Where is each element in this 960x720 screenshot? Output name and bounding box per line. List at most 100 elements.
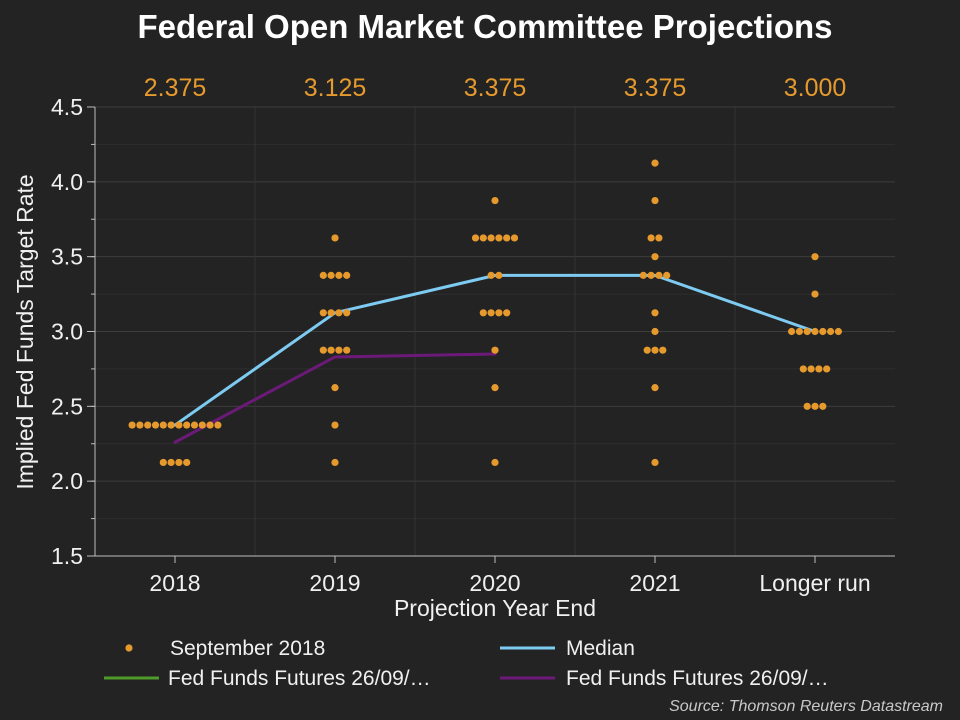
- y-tick-label: 3.5: [51, 244, 83, 270]
- dot-projection: [151, 421, 160, 429]
- chart-title: Federal Open Market Committee Projection…: [137, 8, 832, 45]
- dot-projection: [647, 271, 655, 279]
- dot-projection: [487, 309, 495, 317]
- dot-projection: [206, 421, 214, 429]
- median-value-label: 3.125: [304, 74, 367, 102]
- legend-label-futures-purple: Fed Funds Futures 26/09/…: [566, 667, 829, 690]
- dot-projection: [655, 234, 663, 242]
- series-lines: [173, 273, 817, 444]
- dot-projection: [827, 327, 835, 336]
- legend-dot-marker: [125, 644, 133, 652]
- legend-label-september: September 2018: [170, 637, 325, 660]
- dot-projection: [167, 421, 175, 429]
- dot-projection: [319, 271, 327, 279]
- y-tick-label: 2.5: [51, 393, 83, 419]
- dot-projection: [331, 421, 339, 429]
- dot-projection: [319, 309, 327, 317]
- median-labels: 2.375 3.125 3.375 3.375 3.000: [144, 74, 847, 102]
- axes: 1.5 2.0 2.5 3.0 3.5 4.0 4.5 2018 2019 2020 2021 Lon…: [51, 94, 895, 596]
- dot-projection: [803, 327, 811, 336]
- dot-projection: [495, 309, 503, 317]
- dot-projection: [811, 290, 819, 298]
- y-axis-title: Implied Fed Funds Target Rate: [12, 174, 38, 489]
- legend-label-median: Median: [566, 637, 635, 660]
- dot-projection: [819, 327, 827, 336]
- dot-projection: [183, 421, 191, 429]
- dot-projection: [175, 458, 183, 467]
- dot-projection: [811, 402, 819, 410]
- y-tick-label: 3.0: [51, 319, 83, 345]
- dot-projection: [651, 327, 659, 336]
- x-tick-label: 2021: [629, 570, 680, 596]
- dot-projection: [327, 271, 335, 279]
- dot-projection: [503, 309, 511, 317]
- dot-projection: [479, 234, 487, 242]
- dot-projection: [651, 253, 659, 261]
- dot-projection: [471, 234, 480, 242]
- y-tick-label: 4.0: [51, 169, 83, 195]
- dot-projection: [136, 421, 144, 429]
- dot-projection: [639, 271, 647, 279]
- legend: September 2018 Median Fed Funds Futures …: [104, 637, 829, 690]
- dot-projection: [811, 253, 819, 261]
- dot-projection: [487, 271, 495, 279]
- dot-projection: [495, 271, 503, 279]
- dot-projection: [651, 346, 659, 354]
- dot-projection: [503, 234, 511, 242]
- source-note: Source: Thomson Reuters Datastream: [669, 698, 943, 715]
- dot-projection: [495, 234, 503, 242]
- dot-projection: [343, 309, 351, 317]
- dot-projection: [331, 234, 339, 242]
- x-tick-label: 2020: [469, 570, 520, 596]
- dot-projection: [663, 271, 671, 279]
- dot-projection: [659, 346, 667, 354]
- dot-projection: [491, 346, 499, 354]
- dot-projection: [795, 327, 804, 336]
- x-tick-label: 2019: [309, 570, 360, 596]
- dot-projection: [327, 309, 335, 317]
- grid: [95, 106, 895, 557]
- dot-projection: [331, 384, 339, 392]
- dot-projection: [198, 421, 206, 429]
- dot-projection: [190, 421, 199, 429]
- dot-projection: [803, 402, 811, 410]
- dot-projection: [651, 458, 659, 467]
- dot-projection: [651, 384, 659, 392]
- dot-projection: [487, 234, 495, 242]
- median-line: [173, 273, 817, 427]
- dot-projection: [815, 365, 823, 373]
- dot-projection: [175, 421, 183, 429]
- dot-projection: [167, 458, 175, 467]
- futures-line-purple: [173, 352, 497, 444]
- median-value-label: 3.375: [624, 74, 687, 102]
- dot-projection: [319, 346, 327, 354]
- dot-projection: [510, 234, 519, 242]
- dot-projection: [788, 327, 796, 336]
- dot-projection: [327, 346, 335, 354]
- legend-label-futures-green: Fed Funds Futures 26/09/…: [168, 667, 431, 690]
- dot-projection: [335, 271, 343, 279]
- x-tick-label: 2018: [149, 570, 200, 596]
- dot-projection: [144, 421, 152, 429]
- dot-projection: [491, 196, 499, 205]
- dot-projection: [799, 365, 807, 373]
- dot-projection: [128, 421, 136, 429]
- dot-projection: [491, 384, 499, 392]
- x-tick-label: Longer run: [759, 570, 870, 596]
- dot-projection: [807, 365, 815, 373]
- dot-projection: [479, 309, 487, 317]
- dot-projection: [811, 327, 819, 336]
- dot-projection: [651, 196, 659, 205]
- dot-projection: [159, 421, 167, 429]
- y-tick-label: 2.0: [51, 468, 83, 494]
- y-tick-label: 1.5: [51, 543, 83, 569]
- dot-projection: [655, 271, 663, 279]
- dot-projection: [159, 458, 167, 467]
- dot-projection: [651, 159, 659, 167]
- dot-plot: [128, 159, 843, 467]
- y-tick-label: 4.5: [51, 94, 83, 120]
- dot-projection: [335, 309, 343, 317]
- dot-projection: [331, 458, 339, 467]
- dot-projection: [834, 327, 843, 336]
